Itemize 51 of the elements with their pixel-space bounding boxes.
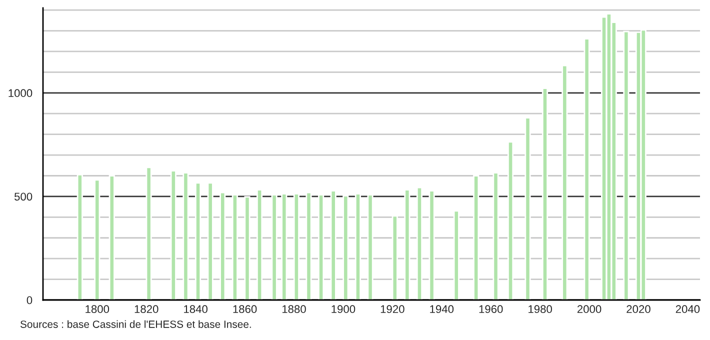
bar — [256, 189, 263, 300]
x-tick-label: 1920 — [380, 305, 404, 314]
bar — [170, 170, 176, 300]
bar — [584, 38, 590, 300]
bar — [507, 141, 514, 300]
bar — [293, 193, 300, 300]
x-tick-label: 1900 — [332, 305, 356, 314]
x-tick-label: 1860 — [233, 305, 257, 314]
bar — [194, 182, 202, 300]
bar — [428, 190, 435, 300]
bar — [220, 192, 226, 300]
y-tick-label: 1000 — [8, 89, 32, 98]
bar — [94, 179, 100, 300]
bar — [306, 192, 312, 300]
bar — [146, 166, 152, 300]
bar — [524, 117, 531, 300]
x-tick-label: 1940 — [430, 305, 454, 314]
bar — [342, 195, 349, 300]
bar — [108, 175, 115, 300]
bar — [416, 186, 423, 300]
bar — [232, 194, 238, 300]
bar — [392, 215, 398, 300]
x-tick-label: 1800 — [86, 305, 110, 314]
x-tick-label: 1820 — [134, 305, 158, 314]
bar — [404, 189, 410, 300]
x-tick-label: 1840 — [184, 305, 208, 314]
x-tick-label: 2040 — [676, 305, 700, 314]
bar — [76, 174, 83, 300]
x-tick-label: 1880 — [282, 305, 306, 314]
bar — [542, 88, 548, 300]
bar — [330, 190, 336, 300]
x-tick-label: 1960 — [479, 305, 503, 314]
y-tick-label: 500 — [14, 192, 32, 201]
source-note: Sources : base Cassini de l'EHESS et base Insee. — [20, 320, 251, 328]
bar — [271, 194, 278, 300]
bar — [367, 194, 374, 300]
bar — [453, 210, 460, 300]
x-tick-label: 2020 — [626, 305, 650, 314]
bar — [207, 182, 214, 300]
bar — [281, 193, 288, 300]
bar — [318, 194, 324, 300]
bar — [473, 175, 480, 300]
bar — [244, 196, 250, 300]
x-tick-label: 2000 — [577, 305, 602, 314]
bar — [182, 172, 189, 300]
bar — [354, 193, 361, 300]
bar — [623, 30, 630, 300]
y-tick-label: 0 — [26, 296, 32, 304]
x-tick-label: 1980 — [528, 305, 552, 314]
bar — [492, 172, 499, 300]
bar — [562, 64, 568, 300]
